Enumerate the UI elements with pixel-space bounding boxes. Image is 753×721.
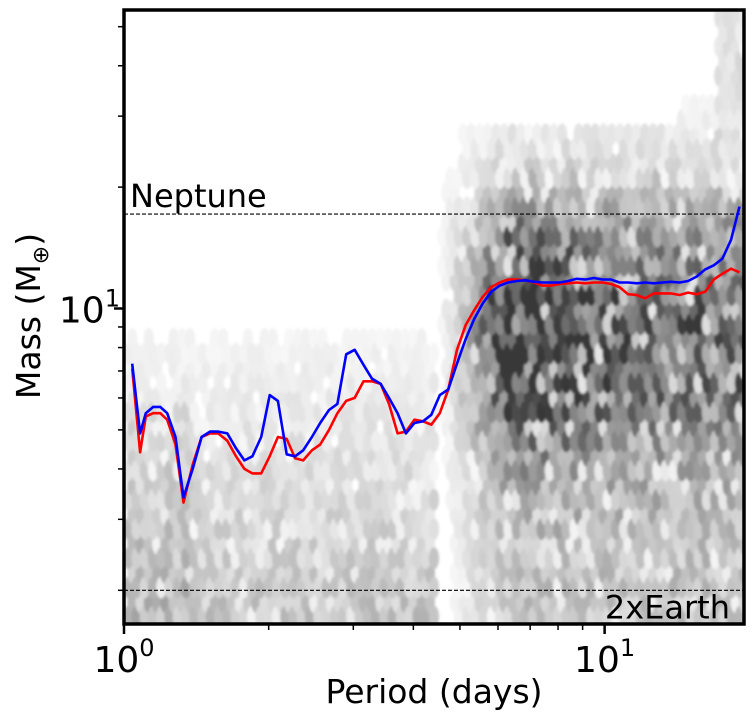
density-cell	[230, 342, 241, 365]
density-cell	[346, 488, 357, 511]
density-cell	[561, 137, 572, 160]
y-axis-title: Mass (M⊕)	[9, 233, 54, 399]
neptune-label: Neptune	[130, 177, 267, 215]
blue-series-line	[130, 206, 741, 499]
density-cell	[247, 342, 258, 365]
y-tick-label: 101	[59, 285, 120, 332]
density-cell	[375, 327, 386, 350]
density-cell	[304, 401, 316, 423]
density-cell	[462, 196, 473, 219]
density-cell	[156, 371, 167, 394]
density-cell	[271, 342, 282, 365]
density-cell	[428, 576, 440, 599]
axes-frame	[122, 8, 746, 626]
density-cell	[329, 342, 340, 365]
density-cell	[156, 342, 167, 365]
density-cell	[131, 342, 142, 365]
x-axis-title: Period (days)	[325, 672, 542, 711]
density-cell	[428, 547, 440, 570]
density-cell	[420, 342, 431, 365]
x-axis-ticks	[122, 624, 606, 634]
density-cell	[428, 518, 440, 540]
density-cell	[734, 137, 744, 160]
density-cell	[606, 123, 617, 146]
density-cell	[222, 342, 233, 365]
density-cell	[371, 430, 382, 453]
density-cell	[428, 459, 440, 482]
density-cell	[428, 488, 440, 511]
x-tick-label: 101	[574, 634, 635, 681]
density-cell	[288, 371, 299, 394]
density-cell	[321, 342, 332, 365]
density-cell	[247, 401, 258, 423]
density-cell	[453, 196, 464, 219]
2xearth-label: 2xEarth	[605, 588, 730, 626]
density-cell	[197, 342, 208, 365]
density-cell	[189, 342, 200, 365]
density-cell	[147, 342, 158, 365]
density-cell	[189, 401, 200, 423]
density-cell	[280, 459, 291, 482]
y-axis-ticks	[114, 25, 124, 592]
red-series-line	[130, 267, 741, 504]
density-cell	[701, 137, 712, 160]
x-tick-label: 100	[93, 634, 154, 681]
density-cell	[445, 167, 456, 190]
density-cell	[428, 605, 440, 624]
density-cell	[428, 430, 440, 453]
density-cell	[428, 371, 440, 394]
density-cell	[428, 342, 440, 365]
density-cell	[197, 459, 208, 482]
